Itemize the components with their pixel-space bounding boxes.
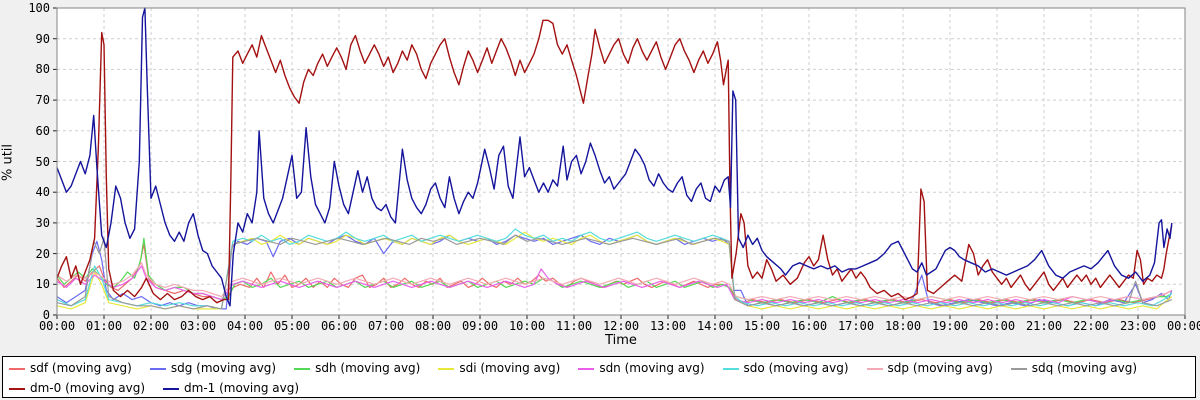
x-tick-label: 16:00 — [790, 319, 828, 333]
series-line-sdg — [56, 234, 1173, 310]
series-line-sdn — [56, 265, 1173, 304]
x-tick-label: 20:00 — [978, 319, 1016, 333]
legend-item-sdf: sdf (moving avg) — [9, 359, 132, 378]
legend-label: dm-1 (moving avg) — [184, 381, 300, 395]
series-line-dm-0 — [56, 19, 1173, 304]
x-tick-label: 04:00 — [226, 319, 264, 333]
series-line-sdq — [56, 234, 1173, 310]
x-tick-label: 05:00 — [273, 319, 311, 333]
x-tick-label: 23:00 — [1119, 319, 1157, 333]
legend-item-sdn: sdn (moving avg) — [578, 359, 705, 378]
chart-canvas — [53, 7, 1186, 319]
legend-item-sdg: sdg (moving avg) — [149, 359, 277, 378]
x-tick-label: 10:00 — [508, 319, 546, 333]
x-tick-label: 00:00 — [1166, 319, 1200, 333]
legend-swatch-sdh — [294, 367, 311, 370]
legend-swatch-sdp — [866, 367, 883, 370]
legend-item-sdi: sdi (moving avg) — [438, 359, 560, 378]
series-line-sdp — [56, 262, 1173, 301]
legend-label: sdn (moving avg) — [599, 361, 705, 375]
x-tick-label: 12:00 — [602, 319, 640, 333]
y-tick-label: 20 — [35, 246, 50, 261]
legend-label: sdf (moving avg) — [30, 361, 132, 375]
y-tick-label: 100 — [28, 1, 50, 15]
x-tick-label: 19:00 — [931, 319, 969, 333]
y-tick-label: 30 — [35, 215, 50, 230]
legend-item-dm-0: dm-0 (moving avg) — [9, 379, 145, 398]
y-tick-label: 80 — [35, 62, 50, 77]
x-tick-label: 07:00 — [367, 319, 405, 333]
legend-swatch-dm-0 — [9, 387, 25, 390]
legend-swatch-sdn — [578, 367, 595, 370]
y-tick-label: 90 — [35, 31, 50, 46]
x-axis-title: Time — [605, 333, 637, 348]
x-tick-label: 17:00 — [837, 319, 875, 333]
x-tick-label: 03:00 — [179, 319, 217, 333]
x-tick-label: 15:00 — [743, 319, 781, 333]
legend-item-sdp: sdp (moving avg) — [866, 359, 993, 378]
x-tick-label: 08:00 — [414, 319, 452, 333]
y-tick-label: 40 — [35, 185, 50, 200]
series-line-sdo — [56, 228, 1173, 310]
x-tick-label: 21:00 — [1025, 319, 1063, 333]
x-tick-label: 02:00 — [132, 319, 170, 333]
legend-item-dm-1: dm-1 (moving avg) — [163, 379, 299, 398]
legend-swatch-sdf — [9, 367, 25, 370]
legend-item-sdo: sdo (moving avg) — [722, 359, 849, 378]
y-tick-label: 0 — [42, 308, 50, 322]
legend-item-sdh: sdh (moving avg) — [294, 359, 420, 378]
x-tick-label: 14:00 — [696, 319, 734, 333]
y-tick-label: 50 — [35, 154, 50, 169]
legend-label: sdg (moving avg) — [170, 361, 277, 375]
series-line-sdi — [56, 231, 1173, 310]
x-tick-label: 11:00 — [555, 319, 593, 333]
x-tick-label: 06:00 — [320, 319, 358, 333]
x-tick-label: 13:00 — [649, 319, 687, 333]
legend-swatch-sdq — [1010, 367, 1027, 370]
legend-label: dm-0 (moving avg) — [30, 381, 146, 395]
plot-border — [56, 7, 1186, 316]
legend-label: sdi (moving avg) — [459, 361, 561, 375]
y-tick-label: 60 — [35, 123, 50, 138]
x-tick-label: 09:00 — [461, 319, 499, 333]
legend-label: sdo (moving avg) — [743, 361, 849, 375]
legend-label: sdq (moving avg) — [1031, 361, 1138, 375]
chart-legend: sdf (moving avg) sdg (moving avg) sdh (mov… — [2, 356, 1196, 398]
legend-item-sdq: sdq (moving avg) — [1010, 359, 1138, 378]
legend-swatch-sdo — [722, 367, 739, 370]
x-tick-label: 01:00 — [85, 319, 123, 333]
chart-area: % util Time 0 10 20 30 40 50 60 70 80 90 100 00:00… — [1, 1, 1200, 348]
legend-swatch-sdi — [438, 367, 455, 370]
x-tick-label: 18:00 — [884, 319, 922, 333]
x-tick-label: 00:00 — [38, 319, 76, 333]
series-line-dm-1 — [56, 7, 1173, 307]
y-tick-label: 10 — [35, 277, 50, 292]
legend-label: sdh (moving avg) — [315, 361, 421, 375]
legend-label: sdp (moving avg) — [887, 361, 993, 375]
legend-swatch-dm-1 — [163, 387, 180, 390]
legend-swatch-sdg — [149, 367, 166, 370]
y-tick-label: 70 — [35, 93, 50, 108]
x-tick-label: 22:00 — [1072, 319, 1110, 333]
